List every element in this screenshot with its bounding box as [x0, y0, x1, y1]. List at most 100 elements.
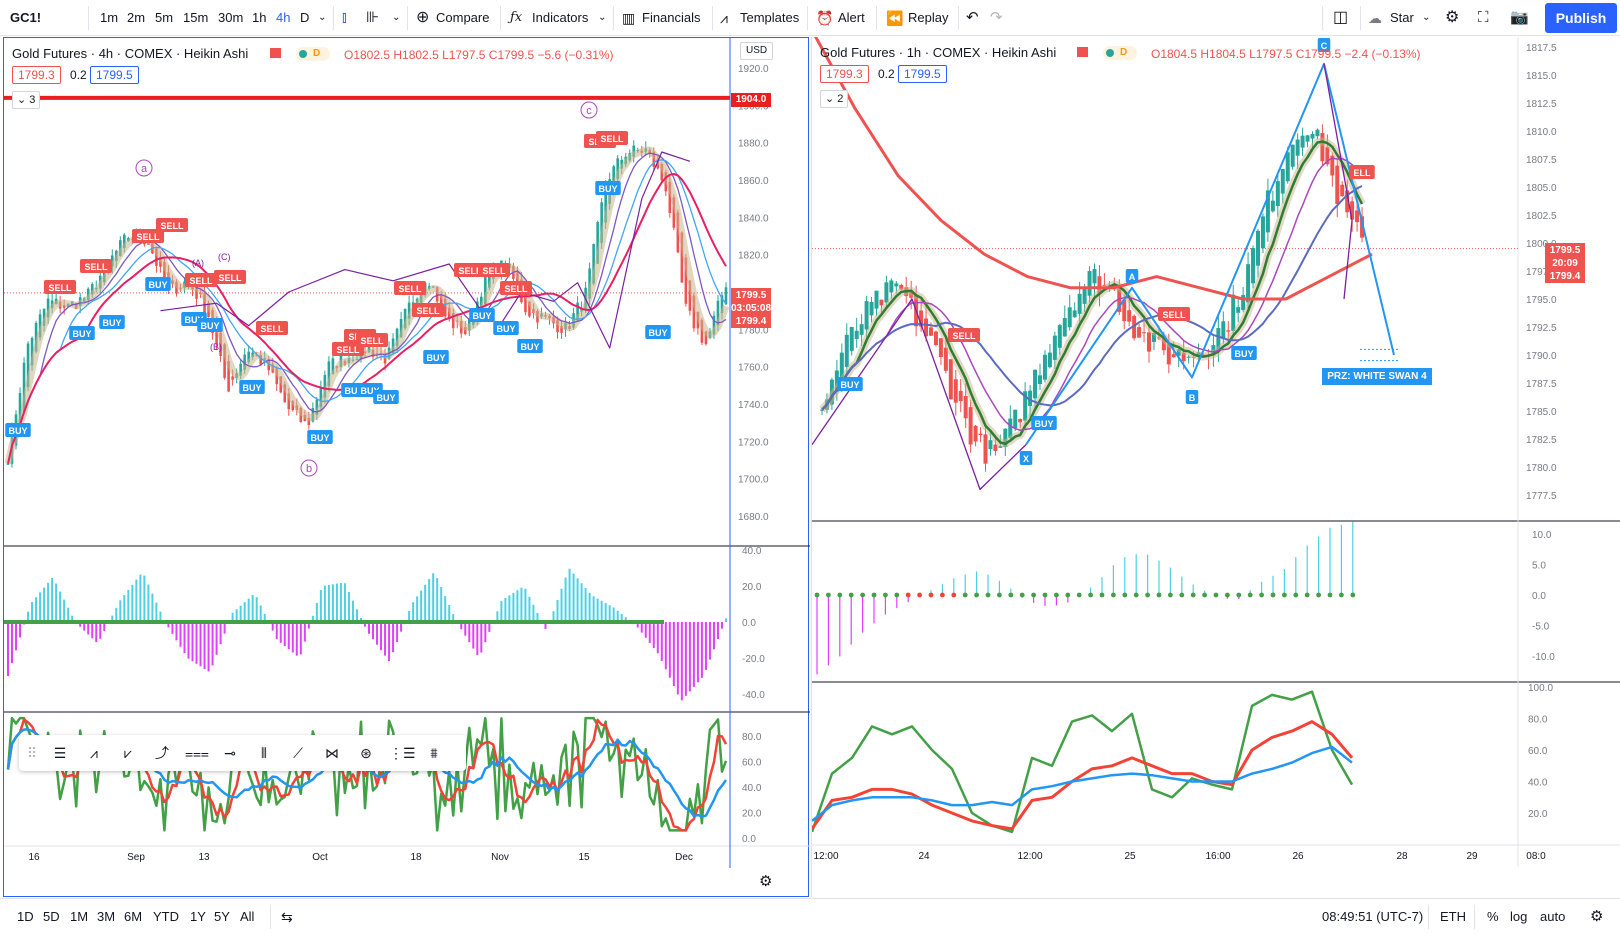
- redo-icon[interactable]: ↷: [990, 9, 1003, 26]
- range-all[interactable]: All: [240, 909, 255, 924]
- right-ask-price[interactable]: 1799.5: [898, 65, 947, 83]
- abc-pattern-icon[interactable]: ⩘: [90, 745, 98, 761]
- right-chart-panel[interactable]: 1817.5 1815.0 1812.5 1810.0 1807.5 1805.0 1802…: [811, 37, 1620, 897]
- candle-body: [287, 393, 291, 410]
- buy-signal-bg: [493, 321, 519, 335]
- candle-body: [283, 384, 287, 403]
- star-button[interactable]: Star: [1390, 10, 1414, 25]
- left-indicators-collapse[interactable]: ⌄ 3: [12, 91, 41, 109]
- range-1m[interactable]: 1M: [70, 909, 89, 924]
- range-1y[interactable]: 1Y: [190, 909, 206, 924]
- fib-retracement-icon[interactable]: ⩶: [185, 745, 209, 761]
- interval-2m[interactable]: 2m: [127, 10, 146, 25]
- sell-signal-bg: [394, 281, 426, 295]
- auto-toggle[interactable]: auto: [1540, 909, 1566, 924]
- range-5d[interactable]: 5D: [43, 909, 60, 924]
- range-5y[interactable]: 5Y: [214, 909, 230, 924]
- chart-type-dropdown-icon[interactable]: ⌄: [392, 12, 401, 23]
- left-chart-canvas[interactable]: 1920.01900.01880.01860.01840.01820.01800…: [4, 38, 810, 898]
- cloud-icon[interactable]: ☁: [1368, 10, 1382, 26]
- session-toggle[interactable]: ETH: [1440, 909, 1466, 924]
- left-chart-panel[interactable]: 1920.01900.01880.01860.01840.01820.01800…: [3, 37, 810, 898]
- fullscreen-icon[interactable]: ⛶: [1478, 9, 1489, 26]
- elliott-wave-icon[interactable]: ⩗: [124, 745, 132, 761]
- right-indicators-collapse[interactable]: ⌄ 2: [820, 90, 849, 108]
- ma-pink: [7, 173, 727, 464]
- chart-settings-icon[interactable]: ⚙: [759, 873, 773, 890]
- sell-signal-bg: [185, 273, 217, 287]
- path-icon[interactable]: ⤴: [155, 745, 169, 761]
- candle-body: [1033, 369, 1038, 399]
- drag-handle-icon[interactable]: ⠿: [26, 745, 38, 761]
- compare-button[interactable]: Compare: [436, 10, 490, 25]
- bar-countdown: 03:05:08: [731, 303, 772, 314]
- range-1d[interactable]: 1D: [17, 909, 34, 924]
- publish-button[interactable]: Publish: [1545, 3, 1617, 33]
- templates-button[interactable]: Templates: [740, 10, 800, 25]
- percent-toggle[interactable]: %: [1487, 909, 1499, 924]
- horizontal-ray-icon[interactable]: ⊸: [224, 745, 236, 761]
- right-chart-canvas[interactable]: 1817.5 1815.0 1812.5 1810.0 1807.5 1805.0 1802…: [812, 37, 1620, 897]
- financials-button[interactable]: Financials: [642, 10, 701, 25]
- fib-spiral-icon[interactable]: ⊛: [360, 745, 372, 761]
- left-ask-price[interactable]: 1799.5: [90, 66, 139, 84]
- sell-signal: SELL: [160, 221, 184, 231]
- interval-5m[interactable]: 5m: [155, 10, 174, 25]
- range-ytd[interactable]: YTD: [153, 909, 179, 924]
- alert-icon[interactable]: ⏰: [816, 10, 834, 26]
- indicators-icon[interactable]: ƒx: [510, 10, 523, 25]
- xabcd-pattern-icon[interactable]: ⋈: [325, 745, 339, 761]
- bar-style-icon[interactable]: ⫾: [342, 9, 347, 26]
- interval-1h[interactable]: 1h: [252, 10, 267, 25]
- osc-zero-dot: [1088, 592, 1093, 598]
- time-tick-label: Oct: [312, 852, 328, 863]
- osc-zero-dot: [860, 592, 865, 598]
- layout-icon[interactable]: ◫: [1333, 9, 1349, 26]
- range-3m[interactable]: 3M: [97, 909, 116, 924]
- interval-1m[interactable]: 1m: [100, 10, 119, 25]
- trend-line-icon[interactable]: ⟋: [293, 745, 303, 761]
- settings-icon[interactable]: ⚙: [1445, 9, 1460, 26]
- interval-dropdown-icon[interactable]: ⌄: [318, 12, 327, 23]
- replay-icon[interactable]: ⏪: [886, 10, 904, 26]
- interval-d[interactable]: D: [300, 10, 310, 25]
- replay-button[interactable]: Replay: [908, 10, 949, 25]
- log-toggle[interactable]: log: [1510, 909, 1528, 924]
- time-tick-label: 26: [1292, 851, 1304, 862]
- undo-icon[interactable]: ↶: [966, 9, 979, 26]
- indicators-button[interactable]: Indicators: [532, 10, 589, 25]
- vertical-lines-icon[interactable]: ⦀: [260, 745, 268, 761]
- indicators-dropdown-icon[interactable]: ⌄: [598, 12, 607, 23]
- harmonic-pattern-line: [812, 298, 1027, 491]
- candles-icon[interactable]: ⊪: [366, 9, 380, 26]
- range-6m[interactable]: 6M: [124, 909, 143, 924]
- settings-icon[interactable]: ⚙: [1590, 908, 1604, 925]
- left-bid-price[interactable]: 1799.3: [12, 66, 61, 84]
- candle-body: [592, 243, 595, 284]
- horizontal-lines-icon[interactable]: ☰: [53, 745, 67, 761]
- compare-icon[interactable]: ⊕: [416, 9, 430, 26]
- flag-icon[interactable]: [1077, 47, 1088, 57]
- alert-button[interactable]: Alert: [838, 10, 865, 25]
- symbol-search[interactable]: GC1!: [10, 10, 42, 25]
- osc-zero-dot: [928, 592, 934, 598]
- clock-time[interactable]: 08:49:51 (UTC-7): [1322, 909, 1424, 924]
- candle-body: [391, 338, 395, 354]
- templates-icon[interactable]: ⩘: [720, 10, 728, 26]
- top-toolbar: GC1! 1m 2m 5m 15m 30m 1h 4h D ⌄ ⫾ ⊪ ⌄ ⊕ …: [0, 0, 1620, 36]
- financials-icon[interactable]: ▥: [622, 10, 636, 26]
- interval-30m[interactable]: 30m: [218, 10, 244, 25]
- currency-selector[interactable]: USD: [740, 42, 774, 60]
- flag-icon[interactable]: [270, 48, 281, 58]
- object-tree-icon[interactable]: ⩩: [430, 745, 438, 761]
- candle-body: [1092, 269, 1097, 284]
- goto-date-icon[interactable]: ⇆: [281, 909, 293, 925]
- right-bid-price[interactable]: 1799.3: [820, 65, 869, 83]
- candle-body: [223, 344, 226, 378]
- interval-15m[interactable]: 15m: [183, 10, 209, 25]
- interval-4h[interactable]: 4h: [276, 10, 291, 25]
- camera-icon[interactable]: 📷: [1510, 9, 1529, 26]
- gann-box-icon[interactable]: ⋮☰: [389, 745, 416, 761]
- star-dropdown-icon[interactable]: ⌄: [1422, 12, 1431, 23]
- sell-signal: SELL: [458, 266, 482, 276]
